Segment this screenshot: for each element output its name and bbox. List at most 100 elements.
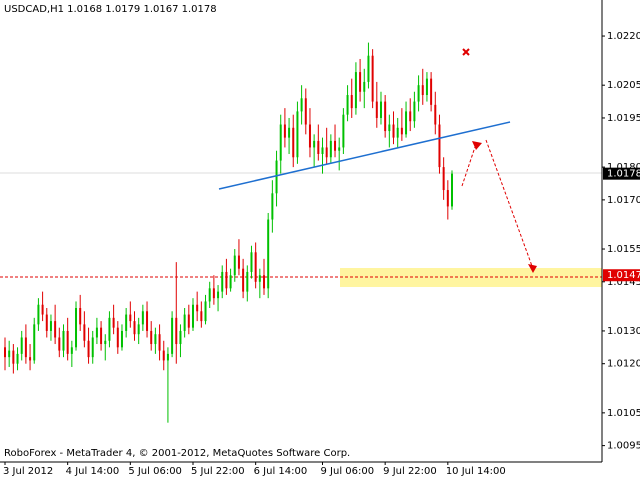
candle-body: [271, 193, 274, 220]
candle-body: [129, 314, 132, 322]
candle-body: [146, 311, 149, 331]
candle-body: [37, 304, 40, 325]
candle-body: [125, 314, 128, 331]
candle-body: [33, 324, 36, 361]
candle-body: [204, 301, 207, 322]
candle-body: [62, 330, 65, 351]
candle-body: [196, 304, 199, 312]
candle-body: [8, 350, 11, 358]
candle-body: [171, 317, 174, 354]
candle-body: [313, 140, 316, 148]
y-tick-label: 1.0105: [607, 408, 640, 419]
candle-body: [83, 324, 86, 341]
candle-body: [24, 337, 27, 358]
candle-body: [334, 140, 337, 151]
candle-body: [388, 124, 391, 132]
candle-body: [221, 271, 224, 292]
candle-body: [338, 147, 341, 151]
x-tick-label: 3 Jul 2012: [3, 466, 53, 477]
candle-body: [4, 347, 6, 358]
candle-body: [104, 340, 107, 345]
candle-body: [16, 353, 19, 364]
x-tick-label: 6 Jul 14:00: [254, 466, 308, 477]
x-tick-label: 4 Jul 14:00: [66, 466, 120, 477]
candle-body: [350, 95, 353, 109]
candle-body: [175, 317, 178, 345]
price-tag: [603, 269, 640, 282]
price-tag-label: 1.0178: [607, 169, 640, 180]
candle-body: [162, 350, 165, 361]
candle-body: [438, 124, 441, 168]
price-tag-label: 1.0147: [607, 270, 640, 281]
candle-body: [434, 104, 437, 125]
candle-body: [258, 275, 261, 282]
y-tick-label: 1.0170: [607, 195, 640, 206]
candle-body: [141, 311, 144, 325]
candle-body: [208, 288, 211, 302]
candle-body: [379, 101, 382, 118]
candle-body: [54, 321, 57, 338]
candle-body: [45, 314, 48, 331]
candle-body: [363, 81, 366, 92]
candle-body: [405, 111, 408, 135]
candle-body: [392, 124, 395, 138]
arrow-head: [528, 264, 537, 273]
y-tick-label: 1.0205: [607, 80, 640, 91]
candle-body: [371, 55, 374, 102]
candle-body: [413, 101, 416, 122]
candle-body: [133, 321, 136, 335]
candle-body: [95, 327, 98, 338]
x-tick-label: 5 Jul 22:00: [191, 466, 245, 477]
y-tick-label: 1.0095: [607, 441, 640, 452]
candle-body: [41, 304, 44, 315]
candle-body: [183, 314, 186, 331]
candle-body: [263, 275, 266, 289]
candle-body: [20, 337, 23, 354]
candle-body: [100, 327, 103, 345]
candle-body: [308, 124, 311, 148]
candle-body: [367, 55, 370, 82]
candle-body: [137, 324, 140, 335]
candle-body: [442, 167, 445, 191]
candle-body: [166, 353, 169, 361]
candle-body: [158, 334, 161, 351]
candle-body: [346, 95, 349, 115]
candle-body: [12, 350, 15, 364]
candle-body: [292, 127, 295, 158]
candle-body: [229, 275, 232, 289]
y-tick-label: 1.0180: [607, 162, 640, 173]
candle-body: [254, 252, 257, 282]
candle-body: [384, 101, 387, 132]
y-tick-label: 1.0220: [607, 31, 640, 42]
x-tick-label: 9 Jul 06:00: [320, 466, 374, 477]
candle-body: [342, 114, 345, 148]
candle-body: [112, 317, 115, 328]
candle-body: [75, 308, 78, 348]
x-tick-label: 10 Jul 14:00: [446, 466, 506, 477]
y-tick-label: 1.0195: [607, 113, 640, 124]
candle-body: [421, 85, 424, 96]
candle-body: [49, 321, 52, 331]
candle-body: [237, 255, 240, 269]
candle-body: [233, 255, 236, 276]
y-tick-label: 1.0155: [607, 244, 640, 255]
candle-body: [29, 357, 32, 361]
candle-body: [116, 327, 119, 348]
y-tick-label: 1.0120: [607, 359, 640, 370]
candle-body: [288, 127, 291, 138]
cross-mark: [462, 48, 470, 56]
candle-body: [425, 78, 428, 96]
candle-body: [375, 101, 378, 118]
candle-body: [91, 337, 94, 358]
candle-body: [267, 219, 270, 289]
arrow-head: [472, 141, 482, 150]
candle-body: [200, 311, 203, 322]
candle-body: [87, 340, 90, 358]
candles: [4, 42, 453, 423]
candle-body: [300, 98, 303, 112]
candle-body: [317, 140, 320, 154]
candle-body: [120, 330, 123, 348]
candle-body: [446, 190, 449, 207]
axis-layer: 1.0220 1.0205 1.0195 1.0180 1.0170 1.0155 1.01…: [3, 31, 640, 477]
